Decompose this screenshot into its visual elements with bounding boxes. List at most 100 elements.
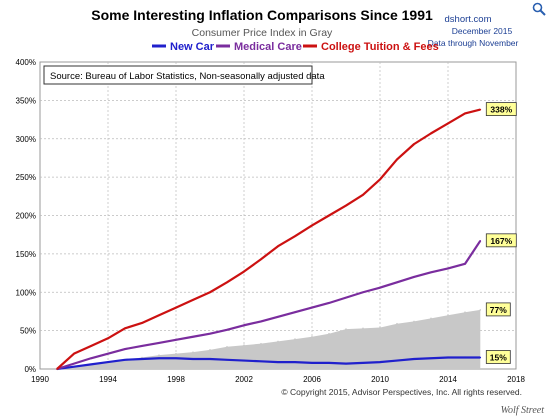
y-tick-label: 250%	[16, 173, 36, 182]
data-point-new-car	[277, 361, 279, 363]
data-point-medical-care	[362, 291, 364, 294]
data-point-college-tuition-fees	[226, 281, 228, 284]
data-point-college-tuition-fees	[464, 112, 466, 115]
data-point-college-tuition-fees	[379, 178, 381, 181]
data-point-college-tuition-fees	[311, 224, 313, 227]
legend-label-college-tuition: College Tuition & Fees	[321, 41, 439, 53]
chart-subtitle: Consumer Price Index in Gray	[192, 27, 333, 39]
data-point-cpi	[175, 352, 177, 355]
x-tick-label: 2006	[303, 375, 321, 384]
data-point-medical-care	[479, 240, 482, 242]
data-point-college-tuition-fees	[141, 322, 143, 324]
data-point-college-tuition-fees	[56, 368, 58, 370]
y-axis: 0% 50% 100% 150% 200% 250% 300% 350% 400%	[16, 58, 36, 374]
data-point-college-tuition-fees	[345, 204, 347, 207]
legend: New Car Medical Care College Tuition & F…	[152, 41, 439, 53]
data-point-new-car	[362, 362, 364, 364]
data-point-college-tuition-fees	[396, 158, 398, 161]
data-point-college-tuition-fees	[430, 132, 432, 135]
data-point-college-tuition-fees	[158, 314, 160, 317]
data-point-cpi	[362, 327, 364, 330]
x-tick-label: 1994	[99, 375, 117, 384]
data-point-medical-care	[90, 357, 92, 360]
y-tick-label: 100%	[16, 288, 36, 297]
end-label-college-tuition-fees: 338%	[490, 105, 512, 115]
data-point-medical-care	[175, 339, 177, 341]
copyright: © Copyright 2015, Advisor Perspectives, …	[281, 387, 522, 397]
data-point-new-car	[73, 365, 75, 368]
data-point-medical-care	[294, 311, 296, 314]
y-tick-label: 50%	[20, 327, 36, 336]
data-point-cpi	[294, 338, 296, 340]
end-labels: 77% 15% 167% 338%	[485, 102, 517, 364]
x-tick-label: 2014	[439, 375, 457, 384]
data-point-new-car	[158, 357, 160, 360]
brand-date: December 2015	[452, 26, 513, 36]
grid	[40, 62, 516, 369]
data-point-college-tuition-fees	[294, 235, 296, 238]
end-label-box-cpi	[485, 302, 511, 317]
data-point-college-tuition-fees	[328, 214, 330, 217]
source-box	[43, 65, 313, 85]
data-point-medical-care	[192, 335, 194, 338]
end-label-medical-care: 167%	[490, 236, 512, 246]
data-point-medical-care	[243, 324, 245, 327]
data-point-new-car	[430, 357, 432, 360]
x-tick-label: 1998	[167, 375, 185, 384]
y-tick-label: 400%	[16, 58, 36, 67]
x-tick-label: 2010	[371, 375, 389, 384]
brand-through: Data through November	[428, 38, 519, 48]
data-point-medical-care	[209, 332, 211, 335]
series-line-new-car	[56, 356, 481, 371]
end-label-box-medical-care	[485, 233, 517, 248]
data-point-college-tuition-fees	[107, 337, 109, 340]
source-note: Source: Bureau of Labor Statistics, Non-…	[50, 71, 325, 82]
series-line-medical-care	[56, 240, 482, 371]
zoom-icon[interactable]	[532, 2, 546, 16]
brand-site: dshort.com	[445, 14, 492, 25]
data-point-new-car	[464, 356, 466, 359]
data-point-new-car	[447, 356, 449, 359]
data-point-new-car	[311, 362, 313, 364]
data-point-cpi	[311, 335, 313, 338]
end-label-box-college-tuition-fees	[485, 102, 517, 116]
legend-label-new-car: New Car	[170, 41, 215, 53]
data-point-cpi	[243, 344, 245, 347]
data-point-college-tuition-fees	[243, 270, 245, 273]
data-point-new-car	[260, 360, 262, 363]
data-point-cpi	[430, 317, 432, 320]
data-point-new-car	[396, 359, 398, 362]
data-point-cpi	[260, 342, 262, 345]
data-point-college-tuition-fees	[362, 193, 364, 196]
data-point-cpi	[447, 314, 449, 317]
data-point-cpi	[158, 354, 160, 356]
data-point-new-car	[90, 363, 92, 366]
data-point-new-car	[226, 358, 228, 361]
data-point-new-car	[124, 358, 126, 361]
data-point-medical-care	[277, 316, 279, 318]
data-point-medical-care	[260, 320, 262, 323]
data-point-medical-care	[107, 352, 109, 355]
series-area-cpi	[57, 309, 481, 369]
data-point-new-car	[192, 358, 194, 360]
data-point-college-tuition-fees	[73, 352, 75, 355]
y-tick-label: 350%	[16, 96, 36, 105]
data-point-college-tuition-fees	[413, 143, 415, 145]
data-point-college-tuition-fees	[260, 258, 262, 261]
watermark: Wolf Street	[501, 405, 545, 416]
data-point-college-tuition-fees	[447, 122, 449, 125]
data-point-medical-care	[379, 286, 381, 289]
data-point-medical-care	[124, 348, 126, 350]
data-point-cpi	[345, 328, 347, 330]
data-point-cpi	[379, 326, 381, 329]
data-point-medical-care	[311, 306, 313, 309]
data-point-college-tuition-fees	[479, 108, 482, 111]
data-point-cpi	[226, 345, 228, 348]
data-point-cpi	[479, 309, 482, 311]
x-tick-label: 2002	[235, 375, 253, 384]
data-point-cpi	[464, 311, 466, 314]
data-point-medical-care	[73, 362, 75, 365]
data-point-college-tuition-fees	[277, 245, 279, 247]
data-point-cpi	[209, 349, 211, 351]
